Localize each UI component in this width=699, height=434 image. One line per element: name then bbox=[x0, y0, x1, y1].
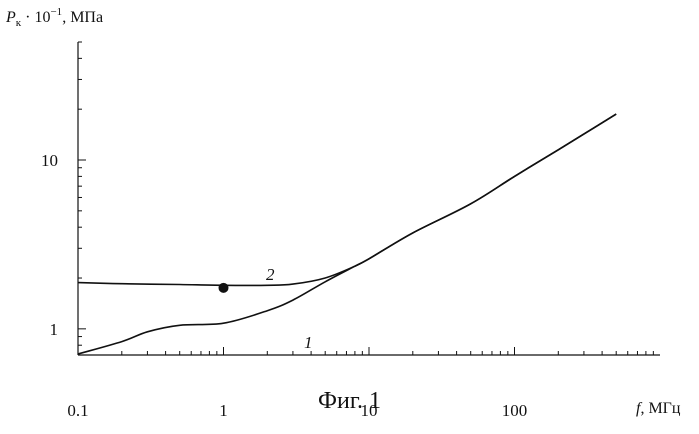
figure-caption: Фиг. 1 bbox=[0, 388, 699, 415]
y-axis-label: Pк · 10−1, МПа bbox=[5, 6, 103, 29]
axes bbox=[78, 42, 660, 355]
series-line-2 bbox=[78, 114, 616, 285]
series-line-1 bbox=[78, 114, 616, 354]
curve-label-1: 1 bbox=[304, 333, 313, 352]
data-point-marker bbox=[219, 283, 229, 293]
series-lines bbox=[78, 114, 616, 354]
tick-marks bbox=[78, 42, 653, 355]
y-tick-labels: 1 10 bbox=[41, 151, 58, 339]
y-tick-label: 1 bbox=[50, 320, 59, 339]
data-markers bbox=[219, 283, 229, 293]
y-tick-label: 10 bbox=[41, 151, 58, 170]
curve-label-2: 2 bbox=[266, 265, 275, 284]
